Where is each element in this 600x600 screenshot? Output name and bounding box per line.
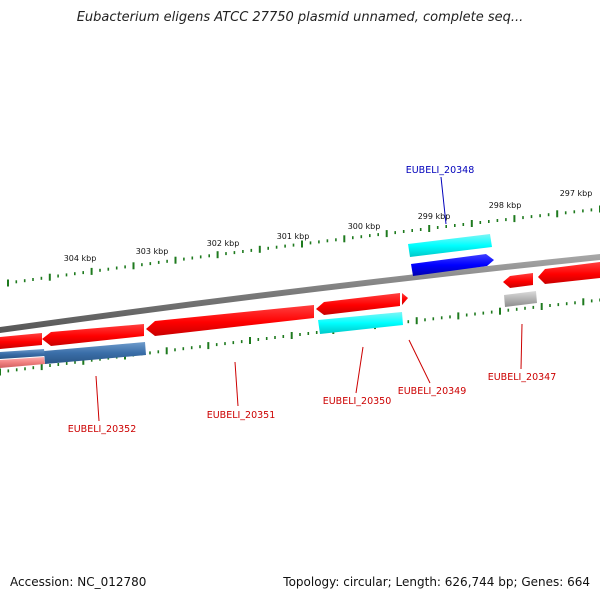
map-title: Eubacterium eligens ATCC 27750 plasmid u… bbox=[76, 10, 524, 25]
cds-features bbox=[0, 234, 600, 368]
scale-label: 301 kbp bbox=[277, 232, 310, 241]
cds-feature-cyan[interactable] bbox=[318, 312, 403, 334]
cds-feature-eubeli-20350[interactable] bbox=[316, 293, 400, 315]
scale-label: 300 kbp bbox=[348, 222, 381, 231]
leader-line bbox=[408, 339, 431, 384]
scale-label: 304 kbp bbox=[64, 254, 97, 263]
gene-label-eubeli-20349[interactable]: EUBELI_20349 bbox=[398, 386, 467, 397]
cds-feature[interactable] bbox=[538, 262, 600, 284]
cds-feature-eubeli-20351[interactable] bbox=[146, 305, 314, 336]
gene-label-eubeli-20348[interactable]: EUBELI_20348 bbox=[406, 165, 475, 176]
leader-line bbox=[234, 361, 239, 407]
gene-label-eubeli-20352[interactable]: EUBELI_20352 bbox=[68, 424, 137, 435]
cds-feature[interactable] bbox=[42, 324, 144, 346]
gene-label-eubeli-20351[interactable]: EUBELI_20351 bbox=[207, 410, 276, 421]
accession-text: Accession: NC_012780 bbox=[10, 575, 147, 589]
cds-feature-eubeli-20347[interactable] bbox=[503, 273, 533, 288]
leader-line bbox=[520, 323, 523, 370]
leader-line bbox=[440, 176, 447, 225]
gene-label-eubeli-20347[interactable]: EUBELI_20347 bbox=[488, 372, 557, 383]
cds-feature-gray[interactable] bbox=[504, 291, 537, 307]
scale-label: 299 kbp bbox=[418, 212, 451, 221]
cds-feature-steelblue[interactable] bbox=[44, 342, 146, 364]
leader-line bbox=[95, 375, 100, 422]
scale-label: 302 kbp bbox=[207, 239, 240, 248]
gene-label-eubeli-20350[interactable]: EUBELI_20350 bbox=[323, 396, 392, 407]
cds-feature-eubeli-20348[interactable] bbox=[411, 254, 494, 276]
cds-feature-eubeli-20348-cyan[interactable] bbox=[408, 234, 492, 257]
scale-label: 303 kbp bbox=[136, 247, 169, 256]
cds-feature-steelblue[interactable] bbox=[0, 349, 45, 359]
scale-label: 297 kbp bbox=[560, 189, 593, 198]
label-leaders bbox=[95, 176, 523, 422]
genome-backbone bbox=[0, 254, 600, 333]
scale-label: 298 kbp bbox=[489, 201, 522, 210]
topology-summary: Topology: circular; Length: 626,744 bp; … bbox=[283, 575, 590, 589]
outer-scale-ticks bbox=[7, 205, 600, 287]
cds-feature-eubeli-20349[interactable] bbox=[402, 293, 408, 305]
leader-line bbox=[355, 346, 364, 394]
scale-labels: 304 kbp 303 kbp 302 kbp 301 kbp 300 kbp 299 k… bbox=[64, 189, 593, 263]
cds-feature-pink[interactable] bbox=[0, 357, 45, 368]
cds-feature[interactable] bbox=[0, 333, 42, 349]
